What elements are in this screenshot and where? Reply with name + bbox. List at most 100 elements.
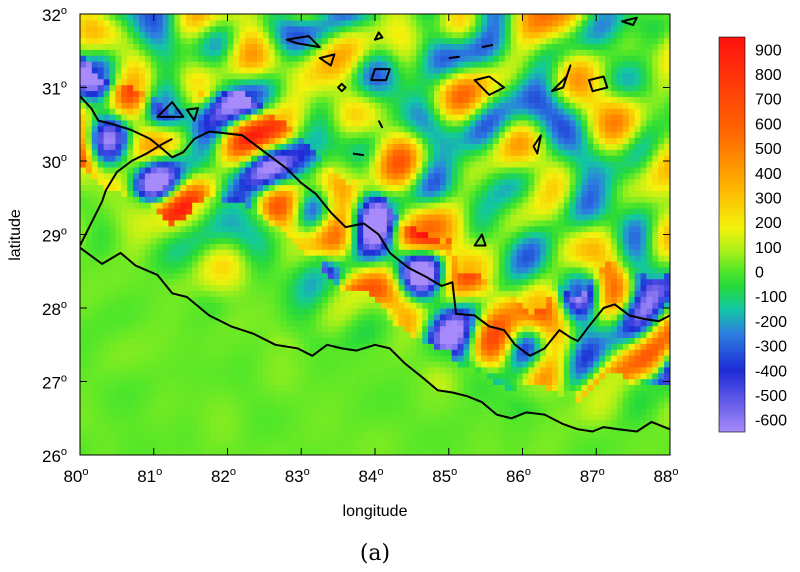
heatmap-cell — [380, 278, 388, 286]
heatmap-cell — [150, 302, 158, 309]
heatmap-cell — [487, 431, 494, 438]
heatmap-cell — [410, 196, 417, 203]
heatmap-cell — [434, 437, 441, 444]
heatmap-cell — [670, 243, 677, 249]
heatmap-cell — [327, 325, 335, 333]
heatmap-cell — [481, 349, 488, 356]
heatmap-cell — [634, 337, 642, 344]
heatmap-cell — [670, 290, 677, 296]
heatmap-cell — [186, 366, 193, 374]
heatmap-cell — [463, 437, 470, 444]
heatmap-cell — [616, 337, 624, 344]
heatmap-cell — [369, 443, 376, 450]
heatmap-cell — [605, 407, 612, 415]
heatmap-cell — [286, 231, 293, 239]
heatmap-cell — [611, 378, 618, 386]
heatmap-cell — [563, 390, 571, 397]
heatmap-cell — [80, 390, 87, 397]
heatmap-cell — [552, 349, 559, 356]
heatmap-cell — [316, 337, 323, 344]
heatmap-cell — [91, 443, 99, 450]
heatmap-cell — [522, 313, 529, 321]
heatmap-cell — [103, 425, 111, 433]
heatmap-cell — [445, 425, 453, 433]
heatmap-cell — [463, 202, 470, 209]
heatmap-cell — [587, 349, 594, 356]
heatmap-cell — [475, 243, 482, 250]
heatmap-cell — [475, 219, 482, 227]
heatmap-cell — [510, 296, 518, 303]
heatmap-cell — [85, 290, 93, 297]
heatmap-cell — [487, 266, 494, 274]
heatmap-cell — [581, 413, 588, 421]
heatmap-cell — [628, 255, 636, 262]
heatmap-cell — [168, 219, 175, 227]
heatmap-cell — [498, 249, 506, 256]
heatmap-cell — [392, 308, 400, 315]
heatmap-cell — [581, 431, 588, 438]
heatmap-cell — [646, 237, 653, 244]
heatmap-cell — [569, 407, 577, 415]
heatmap-cell — [144, 272, 152, 280]
heatmap-cell — [357, 319, 364, 327]
heatmap-cell — [298, 260, 305, 268]
heatmap-cell — [85, 260, 93, 268]
heatmap-cell — [180, 349, 187, 356]
heatmap-cell — [516, 337, 524, 344]
heatmap-cell — [268, 202, 276, 209]
heatmap-cell — [445, 284, 453, 291]
heatmap-cell — [445, 184, 453, 191]
heatmap-cell — [174, 190, 181, 197]
heatmap-cell — [599, 278, 606, 286]
heatmap-cell — [97, 255, 105, 262]
heatmap-cell — [481, 390, 488, 397]
heatmap-cell — [581, 172, 588, 180]
heatmap-cell — [380, 449, 388, 455]
heatmap-cell — [262, 272, 270, 280]
heatmap-cell — [457, 437, 465, 444]
heatmap-cell — [345, 349, 352, 356]
heatmap-cell — [528, 419, 535, 427]
heatmap-cell — [587, 255, 594, 262]
heatmap-cell — [557, 290, 565, 297]
heatmap-cell — [198, 343, 205, 350]
heatmap-cell — [239, 302, 246, 309]
heatmap-cell — [475, 396, 482, 403]
heatmap-cell — [557, 372, 565, 380]
heatmap-cell — [528, 343, 535, 350]
heatmap-cell — [298, 366, 305, 374]
heatmap-cell — [109, 407, 116, 415]
heatmap-cell — [351, 319, 358, 327]
heatmap-cell — [622, 366, 630, 374]
heatmap-cell — [504, 443, 512, 450]
heatmap-cell — [422, 278, 429, 286]
heatmap-cell — [510, 425, 518, 433]
heatmap-cell — [640, 313, 647, 321]
heatmap-cell — [646, 402, 653, 409]
heatmap-cell — [546, 296, 553, 303]
heatmap-cell — [475, 290, 482, 297]
heatmap-cell — [351, 284, 358, 291]
heatmap-cell — [451, 213, 459, 221]
heatmap-cell — [144, 290, 152, 297]
heatmap-cell — [664, 184, 670, 191]
heatmap-cell — [439, 219, 447, 227]
heatmap-cell — [274, 319, 282, 327]
heatmap-cell — [127, 290, 134, 297]
heatmap-cell — [605, 308, 612, 315]
heatmap-cell — [534, 225, 541, 233]
heatmap-cell — [487, 208, 494, 215]
heatmap-cell — [304, 331, 311, 338]
heatmap-cell — [404, 343, 411, 350]
heatmap-cell — [451, 437, 459, 444]
heatmap-cell — [546, 407, 553, 415]
heatmap-cell — [192, 172, 199, 180]
heatmap-cell — [127, 443, 134, 450]
heatmap-cell — [310, 302, 317, 309]
heatmap-cell — [670, 355, 677, 361]
heatmap-cell — [333, 378, 341, 386]
heatmap-cell — [85, 349, 93, 356]
heatmap-cell — [616, 243, 624, 250]
heatmap-cell — [168, 407, 175, 415]
heatmap-cell — [445, 413, 453, 421]
